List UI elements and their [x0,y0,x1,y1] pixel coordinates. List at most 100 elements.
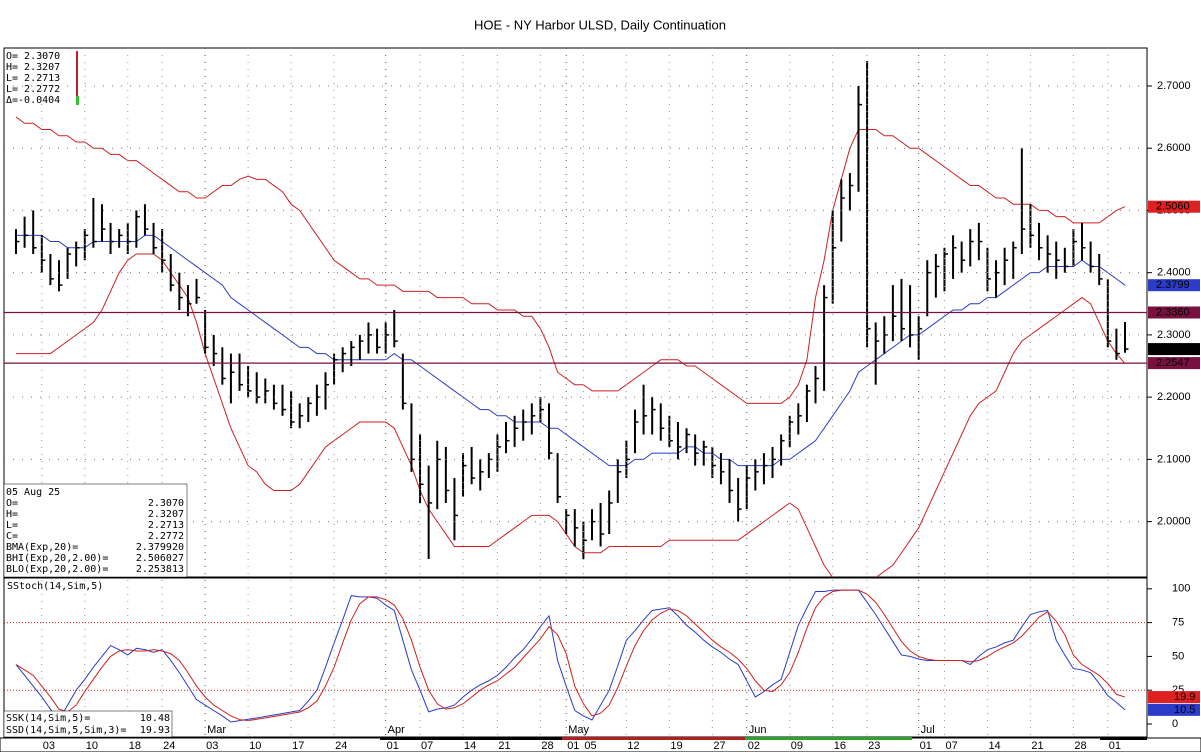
header-marker [76,96,79,105]
x-tick-label: 21 [498,740,510,752]
x-tick-label: 02 [748,740,760,752]
x-tick-label: 24 [335,740,347,752]
stoch-plot [15,589,1126,723]
x-tick-label: 01 [567,740,579,752]
header-line: H= 2.3207 [6,62,60,73]
header-line: L= 2.2772 [6,84,60,95]
x-tick-label: 12 [627,740,639,752]
info-box [3,483,188,578]
y-tick-label: 2.6000 [1157,142,1191,154]
strip-segment [562,737,745,740]
header-line: Δ=-0.0404 [6,95,60,106]
y-tick-label: 75 [1172,617,1184,629]
info-label: O= [6,498,18,509]
y-tick-label: 2.4000 [1157,267,1191,279]
price-tag-label: 2.5060 [1156,201,1190,213]
info-label: BHI(Exp,20,2.00)= [6,553,108,564]
price-tag-label: 2.3799 [1156,279,1190,291]
header-line: L= 2.2713 [6,73,60,84]
price-tag [1148,200,1200,213]
y-tick-label: 100 [1172,583,1190,595]
stoch-tag-label: 10.5 [1174,704,1195,716]
blo-line [16,253,1126,577]
info-value: 2.2713 [148,520,184,531]
legend-name: SSK(14,Sim,5)= [6,713,90,724]
info-label: L= [6,520,18,531]
month-label: Jun [749,724,767,736]
level-tag [1148,306,1200,319]
info-label: C= [6,531,18,542]
y-tick-label: 2.3000 [1157,329,1191,341]
level-tag-label: 2.2547 [1156,357,1190,369]
y-tick-label: 2.2000 [1157,391,1191,403]
x-tick-label: 03 [206,740,218,752]
plot-layer: 03 10 18 24 03 Mar 10 17 24 01 Apr 07 14 21 28 01 May 05 1… [3,48,1200,752]
x-tick-label: 01 [387,740,399,752]
price-tag-label: 2.2772 [1156,343,1190,355]
info-value: 2.2772 [148,531,184,542]
x-tick-label: 07 [945,740,957,752]
stoch-tag-label: 19.9 [1174,691,1195,703]
month-label: Mar [207,724,226,736]
strip-segment [380,737,562,740]
bhi-line [15,116,1126,404]
stoch-tag [1148,703,1200,716]
level-tag [1148,357,1200,370]
stoch-tag [1148,691,1200,704]
price-tag [1148,343,1200,356]
x-tick-label: 01 [920,740,932,752]
info-label: BLO(Exp,20,2.00)= [6,564,108,575]
month-label: Jul [921,724,935,736]
price-tag [1148,279,1200,292]
info-value: 2.379920 [136,542,184,553]
date-strip [0,737,1201,752]
stoch-line [15,589,1126,722]
x-tick-label: 18 [129,740,141,752]
x-tick-label: 28 [541,740,553,752]
level-tag-label: 2.3360 [1156,306,1190,318]
info-value: 2.3207 [148,509,184,520]
x-tick-label: 03 [43,740,55,752]
x-tick-label: 16 [834,740,846,752]
x-tick-label: 14 [988,740,1000,752]
strip-segment [745,737,912,740]
info-value: 2.506027 [136,553,184,564]
info-value: 2.3070 [148,498,184,509]
x-tick-label: 21 [1031,740,1043,752]
info-label: H= [6,509,18,520]
x-tick-label: 27 [713,740,725,752]
month-label: May [568,724,589,736]
x-tick-label: 07 [421,740,433,752]
info-label: BMA(Exp,20)= [6,542,78,553]
info-date: 05 Aug 25 [6,487,60,498]
y-tick-label: 2.1000 [1157,453,1191,465]
legend-name: SSD(14,Sim,5,Sim,3)= [6,725,126,736]
x-tick-label: 28 [1074,740,1086,752]
header-marker [76,51,78,96]
legend-value: 19.93 [140,725,170,736]
x-tick-label: 01 [1109,740,1121,752]
info-value: 2.253813 [136,564,184,575]
legend-value: 10.48 [140,713,170,724]
y-tick-label: 2.7000 [1157,80,1191,92]
x-tick-label: 05 [584,740,596,752]
y-tick-label: 50 [1172,650,1184,662]
x-tick-label: 19 [670,740,682,752]
x-tick-label: 17 [292,740,304,752]
x-tick-label: 09 [791,740,803,752]
y-tick-label: 0 [1172,718,1178,730]
x-tick-label: 10 [249,740,261,752]
x-tick-label: 23 [868,740,880,752]
y-tick-label: 2.0000 [1157,516,1191,528]
bma-line [16,234,1126,467]
stoch-title: SStoch(14,Sim,5) [7,581,103,592]
x-tick-label: 14 [464,740,476,752]
strip-segment [1100,737,1147,740]
x-tick-label: 10 [86,740,98,752]
month-label: Apr [388,724,405,736]
header-line: O= 2.3070 [6,51,60,62]
stoch-legend [3,710,173,738]
chart-title: HOE - NY Harbor ULSD, Daily Continuation [474,17,726,32]
